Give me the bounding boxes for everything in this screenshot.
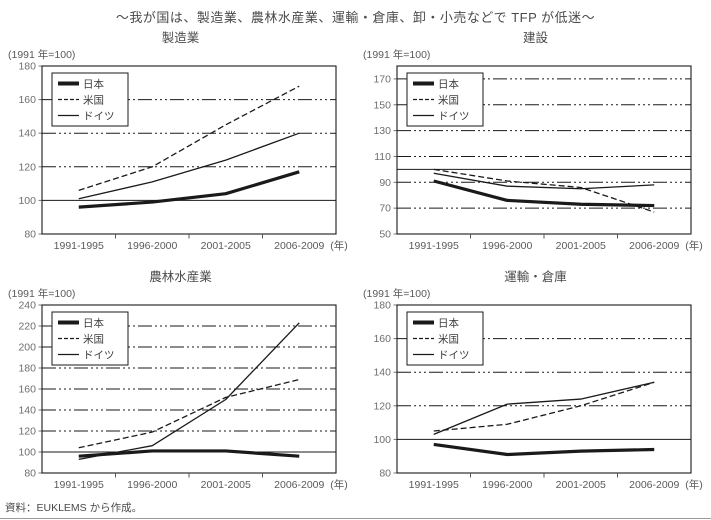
series-line — [433, 381, 655, 435]
series-line — [78, 378, 300, 449]
x-axis-suffix: (年) — [685, 478, 703, 491]
series-line — [78, 85, 300, 191]
x-tick-label: 1996-2000 — [127, 240, 177, 252]
series-line — [433, 168, 655, 213]
source-note: 資料：EUKLEMS から作成。 — [5, 502, 143, 514]
figure-title: ～我が国は、製造業、農林水産業、運輸・倉庫、卸・小売などで TFP が低迷～ — [115, 10, 596, 25]
y-tick-label: 120 — [373, 400, 391, 412]
x-axis-suffix: (年) — [685, 239, 703, 252]
legend-label: 日本 — [83, 316, 104, 329]
chart-panel-agriculture: 農林水産業 (1991 年=100) 80 100 120 140 160 180 200 2… — [0, 268, 355, 497]
y-tick-label: 100 — [18, 447, 36, 459]
axis-unit-label: (1991 年=100) — [8, 49, 76, 61]
y-tick-label: 180 — [18, 363, 36, 375]
chart-title: 農林水産業 — [149, 270, 212, 284]
y-tick-label: 90 — [379, 177, 391, 189]
legend-label: 米国 — [83, 93, 104, 106]
x-tick-label: 1996-2000 — [482, 479, 532, 491]
x-tick-label: 2006-2009 — [629, 479, 679, 491]
y-tick-label: 110 — [374, 151, 391, 163]
line-chart: 80 100 120 140 160 180 1991-1995 1996-2000 2001-… — [373, 301, 703, 491]
legend-label: 日本 — [438, 316, 459, 329]
x-tick-label: 1996-2000 — [482, 240, 532, 252]
axis-unit-label: (1991 年=100) — [363, 49, 431, 61]
series-line — [78, 170, 300, 209]
y-tick-label: 180 — [18, 62, 36, 73]
y-tick-label: 160 — [18, 94, 36, 106]
x-tick-label: 2001-2005 — [201, 240, 251, 252]
line-chart: 80 100 120 140 160 180 200 220 240 1991-1995 1996-… — [18, 301, 348, 491]
y-tick-label: 240 — [18, 301, 36, 312]
y-tick-label: 140 — [18, 405, 36, 417]
x-tick-label: 1991-1995 — [54, 479, 104, 491]
x-tick-label: 1991-1995 — [54, 240, 104, 252]
y-tick-label: 80 — [24, 229, 36, 241]
y-tick-label: 50 — [379, 229, 391, 241]
x-tick-label: 2001-2005 — [556, 479, 606, 491]
legend-label: ドイツ — [83, 349, 115, 361]
y-tick-label: 120 — [18, 161, 36, 173]
chart-panel-transport: 運輸・倉庫 (1991 年=100) 80 100 120 140 160 180 1991… — [355, 268, 710, 497]
x-tick-label: 1991-1995 — [409, 479, 459, 491]
chart-grid: 製造業 (1991 年=100) 80 100 120 140 160 180 1991-1… — [0, 29, 711, 497]
y-tick-label: 140 — [18, 128, 36, 140]
line-chart: 50 70 90 110 130 150 170 1991-1995 1996-2000 2001… — [373, 65, 703, 252]
axis-unit-label: (1991 年=100) — [363, 288, 431, 300]
chart-panel-construction: 建設 (1991 年=100) 50 70 90 110 130 150 170 1991-1… — [355, 29, 710, 258]
x-tick-label: 2006-2009 — [629, 240, 679, 252]
y-tick-label: 150 — [373, 99, 391, 111]
y-tick-label: 180 — [373, 301, 391, 312]
x-axis-suffix: (年) — [330, 239, 348, 252]
chart-title: 運輸・倉庫 — [504, 270, 567, 284]
legend-label: ドイツ — [83, 110, 115, 122]
x-axis-suffix: (年) — [330, 478, 348, 491]
series-line — [433, 172, 655, 190]
y-tick-label: 80 — [379, 468, 391, 480]
x-tick-label: 1996-2000 — [127, 479, 177, 491]
y-tick-label: 140 — [373, 367, 391, 379]
series-line — [78, 449, 300, 458]
series-line — [433, 381, 655, 432]
legend-label: 日本 — [438, 77, 459, 90]
y-tick-label: 170 — [373, 73, 391, 85]
chart-title: 建設 — [522, 31, 548, 45]
legend-label: 日本 — [83, 77, 104, 90]
y-tick-label: 70 — [379, 203, 391, 215]
y-tick-label: 200 — [18, 342, 36, 354]
x-tick-label: 2006-2009 — [274, 479, 324, 491]
y-tick-label: 160 — [373, 333, 391, 345]
y-tick-label: 100 — [373, 434, 391, 446]
x-tick-label: 2001-2005 — [556, 240, 606, 252]
legend-label: 米国 — [83, 332, 104, 345]
legend-label: ドイツ — [438, 349, 470, 361]
x-tick-label: 2006-2009 — [274, 240, 324, 252]
x-tick-label: 1991-1995 — [409, 240, 459, 252]
bottom-divider — [0, 518, 711, 519]
line-chart: 80 100 120 140 160 180 1991-1995 1996-2000 2001-… — [18, 62, 348, 252]
y-tick-label: 120 — [18, 426, 36, 438]
legend-label: ドイツ — [438, 110, 470, 122]
chart-panel-manufacturing: 製造業 (1991 年=100) 80 100 120 140 160 180 1991-1… — [0, 29, 355, 258]
axis-unit-label: (1991 年=100) — [8, 288, 76, 300]
y-tick-label: 100 — [18, 195, 36, 207]
y-tick-label: 80 — [24, 468, 36, 480]
y-tick-label: 220 — [18, 321, 36, 333]
legend-label: 米国 — [438, 93, 459, 106]
y-tick-label: 160 — [18, 384, 36, 396]
series-line — [78, 322, 300, 460]
y-tick-label: 130 — [373, 125, 391, 137]
series-line — [433, 442, 655, 457]
series-line — [433, 179, 655, 208]
series-line — [78, 132, 300, 200]
chart-title: 製造業 — [161, 31, 200, 45]
x-tick-label: 2001-2005 — [201, 479, 251, 491]
legend-label: 米国 — [438, 332, 459, 345]
